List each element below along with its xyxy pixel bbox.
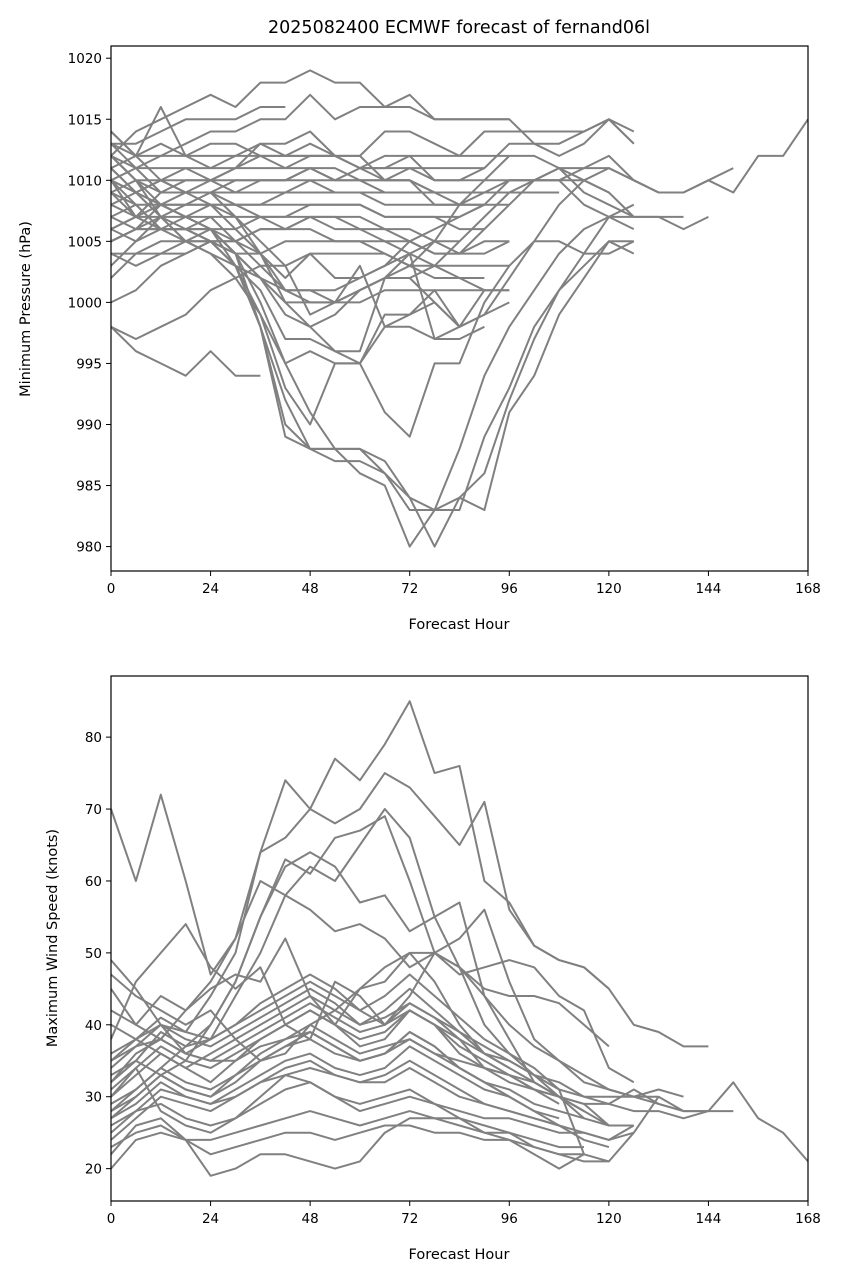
pressure-series-group	[110, 69, 809, 548]
pressure-x-tick-label: 168	[795, 581, 821, 597]
wind-member-line-24	[110, 1067, 609, 1163]
wind-x-tick-label: 120	[596, 1211, 622, 1227]
wind-member-line-17	[110, 1031, 510, 1098]
wind-y-tick-label: 30	[85, 1090, 102, 1106]
chart-title: 2025082400 ECMWF forecast of fernand06l	[268, 18, 650, 38]
pressure-member-line-35	[110, 154, 560, 230]
pressure-plot-frame	[110, 45, 809, 572]
pressure-y-tick-label: 995	[76, 356, 102, 372]
pressure-x-tick-label: 72	[401, 581, 418, 597]
pressure-member-line-30	[110, 326, 261, 377]
pressure-x-tick-label: 144	[696, 581, 722, 597]
pressure-member-line-14	[111, 240, 510, 267]
pressure-y-tick-label: 1010	[68, 173, 102, 189]
wind-member-line-6	[110, 894, 684, 1098]
wind-member-line-25	[110, 988, 734, 1113]
wind-panel: Maximum Wind Speed (knots) Forecast Hour…	[45, 675, 821, 1263]
pressure-member-line-37	[110, 228, 485, 279]
pressure-x-tick-label: 48	[302, 581, 319, 597]
wind-member-line-26	[110, 995, 709, 1120]
wind-member-line-7	[110, 937, 635, 1084]
pressure-member-line-28	[110, 191, 634, 548]
wind-y-tick-label: 40	[85, 1018, 102, 1034]
wind-y-axis-label: Maximum Wind Speed (knots)	[45, 829, 61, 1047]
wind-y-tick-label: 60	[85, 874, 102, 890]
wind-member-line-18	[110, 1038, 610, 1149]
pressure-member-line-1	[110, 106, 635, 170]
wind-x-tick-label: 24	[202, 1211, 219, 1227]
pressure-y-tick-label: 985	[76, 479, 102, 495]
pressure-y-tick-label: 1005	[68, 234, 102, 250]
wind-x-tick-label: 0	[107, 1211, 116, 1227]
pressure-member-line-5	[111, 106, 286, 145]
wind-x-tick-label: 72	[401, 1211, 418, 1227]
pressure-member-line-7	[110, 93, 635, 170]
pressure-x-tick-label: 96	[501, 581, 518, 597]
pressure-y-tick-label: 990	[76, 417, 102, 433]
wind-member-line-27	[110, 1067, 560, 1127]
wind-x-tick-label: 168	[795, 1211, 821, 1227]
wind-member-line-22	[110, 1117, 635, 1177]
pressure-y-tick-label: 1000	[68, 295, 102, 311]
pressure-y-tick-label: 980	[76, 540, 102, 556]
pressure-x-tick-label: 24	[202, 581, 219, 597]
wind-y-tick-label: 70	[85, 802, 102, 818]
wind-member-line-20	[110, 1081, 660, 1141]
wind-member-line-14	[110, 1045, 560, 1134]
pressure-y-axis-label: Minimum Pressure (hPa)	[18, 221, 34, 397]
pressure-x-tick-label: 120	[596, 581, 622, 597]
wind-member-line-21	[110, 1110, 584, 1149]
pressure-x-axis-label: Forecast Hour	[409, 617, 510, 633]
wind-member-line-5	[110, 851, 585, 1112]
pressure-member-line-38	[110, 179, 510, 255]
wind-y-tick-label: 80	[85, 730, 102, 746]
pressure-member-line-29	[110, 179, 635, 511]
wind-x-tick-label: 48	[302, 1211, 319, 1227]
wind-plot-frame	[110, 675, 809, 1202]
pressure-member-line-18	[110, 203, 510, 304]
pressure-panel: Minimum Pressure (hPa) Forecast Hour 0 24…	[18, 45, 821, 633]
pressure-member-line-16	[110, 167, 684, 292]
pressure-y-tick-label: 1020	[68, 51, 102, 67]
pressure-y-tick-label: 1015	[68, 112, 102, 128]
wind-y-tick-label: 50	[85, 946, 102, 962]
pressure-x-tick-label: 0	[107, 581, 116, 597]
wind-y-tick-label: 20	[85, 1162, 102, 1178]
pressure-member-line-36	[110, 167, 460, 243]
wind-member-line-1	[110, 700, 610, 990]
wind-member-line-28	[110, 1002, 585, 1112]
wind-member-line-2	[110, 772, 709, 1062]
wind-x-tick-label: 144	[696, 1211, 722, 1227]
wind-x-tick-label: 96	[501, 1211, 518, 1227]
wind-member-line-3	[110, 808, 610, 1083]
pressure-member-line-2	[110, 118, 635, 182]
wind-member-line-15	[110, 973, 585, 1155]
wind-member-line-13	[110, 987, 510, 1069]
pressure-member-line-33	[110, 203, 485, 279]
wind-member-line-23	[110, 1117, 584, 1156]
wind-series-group	[110, 700, 809, 1177]
wind-x-axis-label: Forecast Hour	[409, 1247, 510, 1263]
pressure-member-line-31	[110, 252, 510, 340]
